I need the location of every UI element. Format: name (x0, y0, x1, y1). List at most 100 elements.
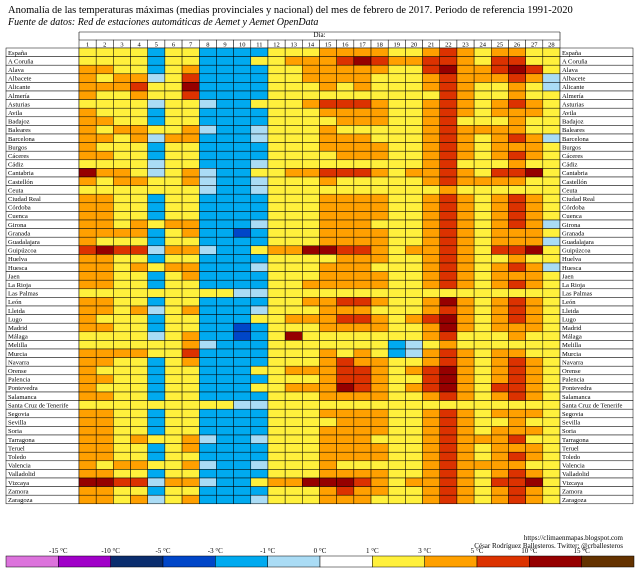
anomaly-cell (508, 56, 526, 66)
anomaly-cell (267, 254, 286, 264)
anomaly-cell (456, 486, 475, 496)
anomaly-cell (302, 56, 320, 66)
anomaly-cell (508, 305, 526, 315)
anomaly-cell (336, 236, 355, 247)
legend-swatch (58, 555, 111, 568)
anomaly-cell (370, 176, 389, 186)
anomaly-cell (439, 469, 458, 479)
day-tick-label: 11 (256, 42, 262, 49)
anomaly-cell (181, 142, 200, 152)
anomaly-cell (147, 245, 166, 255)
anomaly-cell (456, 443, 475, 453)
anomaly-cell (113, 116, 131, 126)
anomaly-cell (370, 47, 389, 57)
anomaly-cell (216, 314, 234, 324)
anomaly-cell (473, 262, 492, 272)
row-label-right-box (559, 494, 634, 505)
anomaly-cell (147, 73, 166, 83)
anomaly-cell (370, 254, 389, 264)
anomaly-cell (130, 331, 148, 341)
anomaly-cell (199, 434, 217, 444)
anomaly-cell (456, 150, 475, 161)
anomaly-cell (250, 460, 269, 470)
row-label-left: Segovia (8, 411, 29, 418)
anomaly-cell (164, 47, 183, 57)
anomaly-cell (164, 426, 183, 436)
anomaly-cell (353, 357, 372, 367)
anomaly-cell (422, 305, 441, 315)
anomaly-cell (130, 469, 148, 479)
anomaly-cell (113, 400, 131, 410)
anomaly-cell (130, 211, 148, 221)
anomaly-cell (387, 469, 406, 479)
anomaly-cell (130, 107, 148, 118)
anomaly-cell (336, 357, 355, 367)
anomaly-cell (370, 133, 389, 143)
anomaly-cell (319, 193, 337, 204)
anomaly-cell (319, 348, 337, 358)
anomaly-cell (164, 331, 183, 341)
anomaly-cell (284, 271, 303, 281)
anomaly-cell (113, 47, 131, 57)
anomaly-cell (508, 314, 526, 324)
anomaly-cell (508, 168, 526, 178)
anomaly-cell (164, 176, 183, 186)
anomaly-cell (336, 73, 355, 83)
anomaly-cell (439, 133, 458, 143)
anomaly-cell (319, 494, 337, 505)
anomaly-cell (405, 82, 423, 92)
anomaly-cell (525, 185, 544, 195)
anomaly-cell (267, 211, 286, 221)
anomaly-cell (387, 56, 406, 66)
anomaly-cell (216, 64, 234, 75)
anomaly-cell (456, 365, 475, 376)
anomaly-cell (439, 211, 458, 221)
anomaly-cell (370, 434, 389, 444)
anomaly-cell (491, 168, 509, 178)
row-label-right: Santa Cruz de Tenerife (562, 402, 622, 409)
anomaly-cell (439, 314, 458, 324)
anomaly-cell (473, 142, 492, 152)
anomaly-cell (473, 193, 492, 204)
anomaly-cell (130, 443, 148, 453)
anomaly-cell (439, 417, 458, 427)
row-label-right: Teruel (562, 445, 579, 452)
anomaly-cell (164, 322, 183, 333)
anomaly-cell (302, 133, 320, 143)
anomaly-cell (370, 193, 389, 204)
row-label-right: Alicante (562, 84, 584, 91)
anomaly-cell (164, 133, 183, 143)
anomaly-cell (216, 451, 234, 462)
anomaly-cell (473, 340, 492, 350)
anomaly-cell (267, 262, 286, 272)
anomaly-cell (387, 176, 406, 186)
anomaly-cell (250, 133, 269, 143)
anomaly-cell (130, 374, 148, 384)
row-label-right: Ciudad Real (562, 196, 595, 203)
anomaly-cell (422, 443, 441, 453)
row-label-right: Tarragona (562, 437, 589, 444)
anomaly-cell (130, 133, 148, 143)
anomaly-cell (216, 116, 234, 126)
anomaly-cell (370, 228, 389, 238)
anomaly-cell (422, 408, 441, 419)
anomaly-cell (216, 228, 234, 238)
anomaly-cell (353, 73, 372, 83)
anomaly-cell (233, 185, 252, 195)
anomaly-cell (113, 133, 131, 143)
row-label-right: Valladolid (562, 471, 590, 478)
anomaly-cell (473, 477, 492, 487)
anomaly-cell (233, 305, 252, 315)
anomaly-cell (199, 82, 217, 92)
anomaly-cell (353, 288, 372, 298)
anomaly-cell (525, 443, 544, 453)
anomaly-cell (456, 262, 475, 272)
anomaly-cell (113, 82, 131, 92)
anomaly-cell (319, 486, 337, 496)
anomaly-cell (456, 99, 475, 109)
anomaly-cell (233, 486, 252, 496)
anomaly-cell (422, 133, 441, 143)
anomaly-cell (164, 460, 183, 470)
anomaly-cell (439, 297, 458, 307)
anomaly-cell (199, 305, 217, 315)
